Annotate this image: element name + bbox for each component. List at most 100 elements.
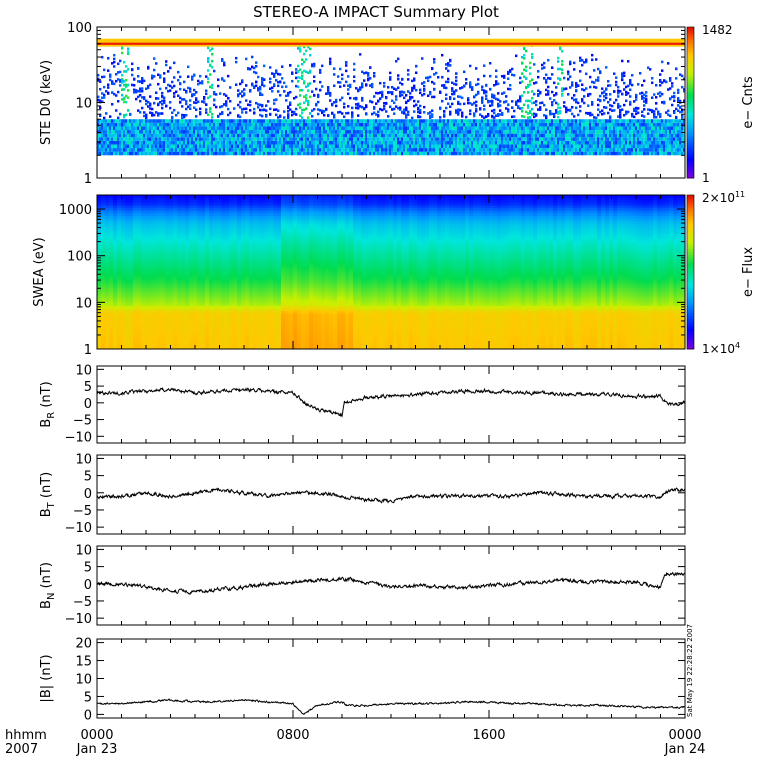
swea-colorbar-cell xyxy=(687,323,694,327)
swea-colorbar-cell xyxy=(687,289,694,294)
bmag-y-tick-label: 10 xyxy=(75,673,92,688)
swea-colorbar-cell xyxy=(687,331,694,335)
ste-colorbar-cell xyxy=(687,135,694,139)
bt-y-tick-label: −10 xyxy=(65,521,92,536)
swea-colorbar-cell xyxy=(687,282,694,286)
bmag-panel: 20 15 10 5 0 |B| (nT) xyxy=(39,637,686,723)
swea-colorbar-cell xyxy=(687,210,694,214)
ste-y-axis-label: STE D0 (keV) xyxy=(39,60,54,145)
ste-colorbar-cell xyxy=(687,170,694,174)
swea-colorbar-frame xyxy=(686,194,695,350)
swea-colorbar-cell xyxy=(687,343,694,347)
swea-colorbar-cell xyxy=(687,230,694,234)
swea-y-tick-label: 1 xyxy=(84,343,92,358)
ste-colorbar-cell xyxy=(687,150,694,154)
br-y-axis-label: BR (nT) xyxy=(39,381,57,427)
bt-y-tick-label: 0 xyxy=(84,487,92,502)
bt-y-tick-label: −5 xyxy=(73,504,92,519)
swea-colorbar-cell xyxy=(687,233,694,237)
x-tick-date-label: Jan 24 xyxy=(664,742,706,757)
ste-colorbar-cell xyxy=(687,44,694,48)
bt-y-axis-label: BT (nT) xyxy=(39,472,57,518)
timestamp-label: Sat May 19 22:28:22 2007 xyxy=(686,624,694,717)
ste-colorbar-cell xyxy=(687,92,694,96)
ste-colorbar-cell xyxy=(687,74,694,78)
ste-colorbar-cell xyxy=(687,105,694,109)
ste-colorbar-cell xyxy=(687,142,694,146)
ste-colorbar-cell xyxy=(687,162,694,166)
swea-y-axis-label: SWEA (eV) xyxy=(32,237,47,306)
ste-y-tick-label: 100 xyxy=(67,21,92,36)
swea-colorbar-cell xyxy=(687,251,694,255)
swea-colorbar-cell xyxy=(687,215,694,219)
ste-colorbar-cell xyxy=(687,125,694,129)
x-tick-label: 1600 xyxy=(472,728,505,743)
swea-colorbar-cell xyxy=(687,228,694,232)
swea-colorbar-cell xyxy=(687,284,694,288)
x-axis-label-year: 2007 xyxy=(5,742,38,757)
swea-colorbar-cell xyxy=(687,266,694,270)
ste-colorbar-cell xyxy=(687,59,694,63)
swea-colorbar-cell xyxy=(687,277,694,281)
swea-colorbar-min-label: 1×104 xyxy=(702,341,740,356)
swea-colorbar-cell xyxy=(687,243,694,247)
swea-colorbar-cell xyxy=(687,225,694,229)
swea-colorbar-cell xyxy=(687,333,694,337)
bmag-y-tick-label: 0 xyxy=(84,708,92,723)
swea-y-tick-label: 100 xyxy=(67,250,92,265)
br-y-tick-label: −5 xyxy=(73,414,92,429)
ste-y-tick-label: 1 xyxy=(84,172,92,187)
swea-colorbar: 2×1011 1×104 e− Flux xyxy=(686,190,756,356)
swea-colorbar-cell xyxy=(687,223,694,227)
ste-colorbar-cell xyxy=(687,29,694,33)
br-y-tick-label: 0 xyxy=(84,397,92,412)
bt-y-tick-label: 10 xyxy=(75,452,92,467)
ste-colorbar-cell xyxy=(687,117,694,121)
ste-colorbar-cell xyxy=(687,147,694,151)
bn-y-tick-label: 10 xyxy=(75,543,92,558)
ste-colorbar-cell xyxy=(687,69,694,73)
ste-colorbar-cell xyxy=(687,62,694,66)
swea-colorbar-cell xyxy=(687,302,694,306)
swea-colorbar-cell xyxy=(687,320,694,324)
ste-colorbar-cell xyxy=(687,52,694,56)
swea-colorbar-label: e− Flux xyxy=(741,247,756,297)
bn-y-axis-label: BN (nT) xyxy=(39,562,57,609)
swea-colorbar-cell xyxy=(687,328,694,332)
br-y-tick-label: 5 xyxy=(84,380,92,395)
bt-series-line xyxy=(96,487,686,504)
ste-colorbar-cell xyxy=(687,137,694,141)
ste-colorbar-cell xyxy=(687,160,694,164)
ste-colorbar-frame xyxy=(686,26,695,179)
ste-colorbar-cell xyxy=(687,165,694,169)
swea-colorbar-cell xyxy=(687,246,694,250)
ste-colorbar-cell xyxy=(687,82,694,86)
ste-colorbar-cell xyxy=(687,107,694,111)
ste-colorbar-cell xyxy=(687,145,694,149)
ste-y-tick-label: 10 xyxy=(75,97,92,112)
ste-colorbar-cell xyxy=(687,122,694,126)
bmag-y-axis-label: |B| (nT) xyxy=(39,654,54,702)
ste-colorbar-min-label: 1 xyxy=(702,171,710,185)
bn-y-tick-label: 0 xyxy=(84,578,92,593)
swea-colorbar-cell xyxy=(687,346,694,350)
swea-colorbar-cell xyxy=(687,279,694,283)
swea-colorbar-cell xyxy=(687,261,694,265)
ste-panel: 1 10 100 STE D0 (keV) xyxy=(39,21,686,187)
bmag-y-tick-label: 20 xyxy=(75,637,92,652)
swea-colorbar-cell xyxy=(687,200,694,204)
swea-colorbar-cell xyxy=(687,310,694,314)
swea-colorbar-cell xyxy=(687,341,694,345)
ste-colorbar-cell xyxy=(687,47,694,51)
swea-colorbar-cell xyxy=(687,212,694,217)
ste-colorbar-cell xyxy=(687,39,694,43)
ste-colorbar-cell xyxy=(687,132,694,136)
ste-colorbar-cell xyxy=(687,37,694,41)
ste-colorbar-cell xyxy=(687,175,694,179)
swea-colorbar-cell xyxy=(687,205,694,209)
ste-colorbar-label: e− Cnts xyxy=(741,76,756,128)
swea-colorbar-cell xyxy=(687,238,694,242)
ste-colorbar-cell xyxy=(687,79,694,83)
